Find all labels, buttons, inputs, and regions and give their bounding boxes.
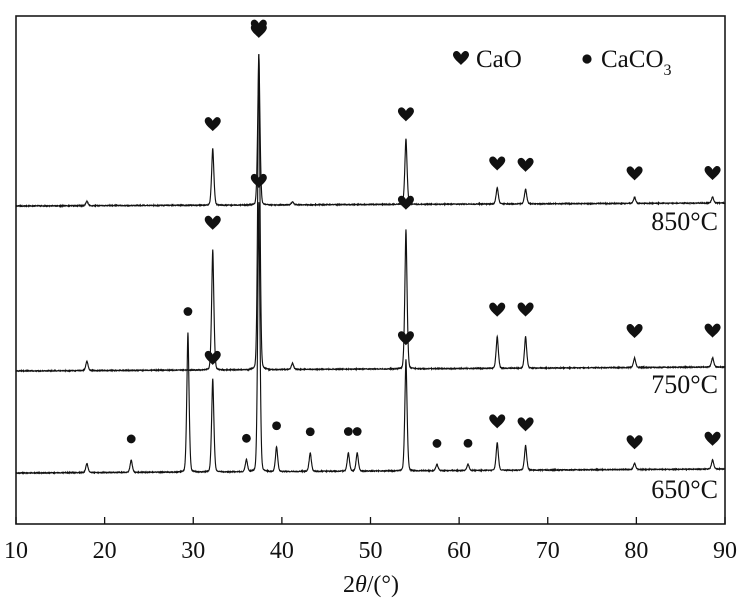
legend-label-caco3: CaCO3 (601, 46, 672, 79)
heart-icon (204, 215, 221, 230)
heart-icon (517, 157, 534, 172)
heart-icon (704, 323, 721, 338)
spectra-layer (15, 53, 726, 475)
dot-icon (183, 307, 193, 316)
dot-icon (272, 421, 281, 431)
heart-icon (397, 195, 414, 210)
x-tick-label: 30 (181, 538, 205, 564)
heart-icon (626, 435, 643, 450)
heart-icon (204, 350, 221, 365)
legend-item-caco3: CaCO3 (582, 46, 672, 79)
peak-marker-layer (126, 19, 721, 450)
series-label-layer: 850°C 750°C 650°C (651, 207, 718, 504)
heart-icon (489, 414, 506, 429)
plot-frame (15, 15, 726, 525)
x-tick-label: 70 (536, 538, 560, 564)
heart-icon (453, 50, 469, 65)
heart-icon (517, 302, 534, 317)
legend-label-cao: CaO (476, 46, 522, 73)
heart-icon (626, 166, 643, 181)
dot-icon (352, 427, 362, 436)
xrd-pattern-series-1 (15, 54, 726, 208)
heart-icon (453, 50, 469, 65)
heart-icon (489, 156, 506, 171)
dot-icon (463, 438, 473, 448)
x-tick-label: 60 (447, 538, 471, 564)
xrd-pattern-series-2 (15, 53, 726, 373)
dot-icon (582, 54, 592, 64)
heart-icon (489, 302, 506, 317)
dot-icon (432, 439, 442, 448)
series-label: 850°C (651, 207, 718, 236)
heart-icon (704, 431, 721, 446)
heart-icon (626, 324, 643, 339)
heart-icon (397, 331, 414, 346)
dot-icon (582, 54, 592, 64)
heart-icon (204, 117, 221, 132)
heart-icon (250, 173, 267, 188)
series-label: 650°C (651, 475, 718, 504)
x-tick-layer: 10 20 30 40 50 60 70 80 90 (4, 517, 737, 564)
legend-item-cao: CaO (453, 46, 522, 73)
series-label: 750°C (651, 370, 718, 399)
x-tick-label: 80 (624, 538, 648, 564)
heart-icon (250, 19, 267, 34)
x-tick-label: 40 (270, 538, 294, 564)
dot-icon (242, 433, 251, 443)
xrd-pattern-series-3 (15, 202, 726, 475)
dot-icon (343, 427, 353, 436)
dot-icon (126, 434, 136, 444)
heart-icon (704, 166, 721, 181)
heart-icon (517, 417, 534, 432)
legend: CaO CaCO3 (453, 46, 672, 79)
x-tick-label: 50 (359, 538, 383, 564)
x-axis-label: 2θ/(°) (343, 572, 399, 598)
heart-icon (397, 107, 414, 122)
x-tick-label: 90 (713, 538, 737, 564)
x-tick-label: 20 (93, 538, 117, 564)
x-tick-label: 10 (4, 538, 28, 564)
dot-icon (305, 427, 315, 437)
